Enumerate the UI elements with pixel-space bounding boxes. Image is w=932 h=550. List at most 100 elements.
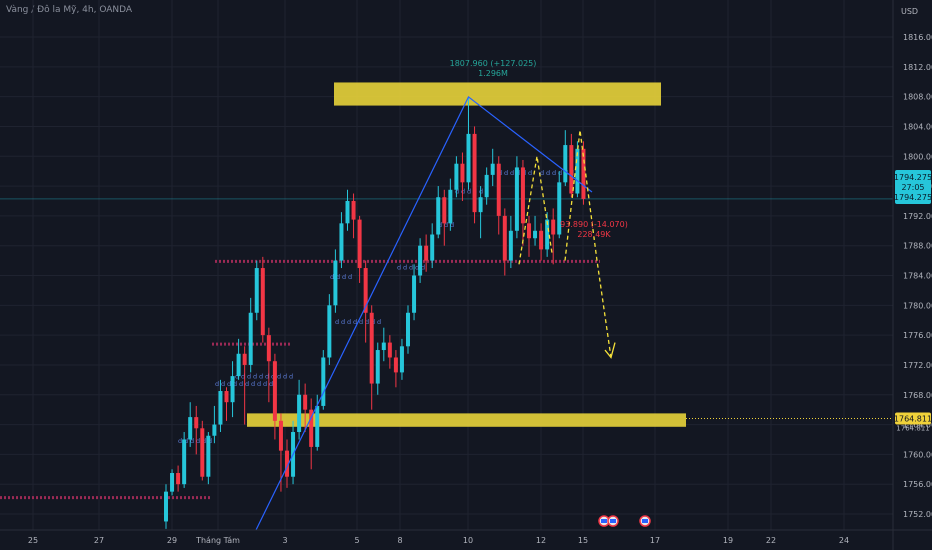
support-zone (247, 413, 686, 427)
resistance-zone (334, 82, 661, 106)
candle-body (278, 420, 283, 451)
candle-body (170, 473, 175, 492)
d-marker: d (259, 372, 263, 380)
d-marker: d (365, 318, 369, 326)
time-tick-label: 5 (354, 536, 359, 545)
d-marker: d (247, 372, 251, 380)
time-tick-label: 8 (397, 536, 402, 545)
time-tick-label: 10 (463, 536, 473, 545)
trendline (255, 95, 593, 531)
peak-volume-label: 1.296M (478, 69, 508, 78)
time-tick-label: 25 (28, 536, 38, 545)
annotations: 1807.960 (+127.025)1.296M 93.890 (-14.070… (450, 59, 651, 527)
candle-body (454, 163, 459, 190)
time-tick-label: 17 (650, 536, 660, 545)
candle-body (430, 234, 435, 261)
projection-line (518, 156, 553, 265)
d-marker: d (335, 318, 339, 326)
candle-body (200, 428, 205, 477)
candle-body (418, 245, 423, 276)
d-marker: d (421, 264, 425, 272)
price-tick-label: 1812.000 (903, 63, 932, 72)
d-marker: d (552, 169, 556, 177)
d-marker: d (330, 273, 334, 281)
candle-body (176, 473, 181, 485)
candle-body (406, 312, 410, 347)
d-marker: d (289, 372, 293, 380)
d-marker: d (403, 264, 407, 272)
d-marker: d (444, 221, 448, 229)
d-marker: d (233, 380, 237, 388)
candle-body (448, 189, 453, 224)
candle-body (315, 405, 320, 447)
d-marker: d (347, 318, 351, 326)
candle-body (212, 424, 217, 436)
d-marker: d (263, 380, 267, 388)
candle-body (490, 163, 495, 175)
candle-body (224, 391, 229, 403)
candle-body (297, 394, 302, 433)
candle-body (478, 197, 483, 213)
projection-line (564, 130, 612, 358)
d-marker: d (377, 318, 381, 326)
d-marker: d (359, 318, 363, 326)
candle-body (436, 197, 441, 235)
candle-body (442, 197, 447, 224)
candle-body (333, 260, 338, 306)
d-marker: d (504, 169, 508, 177)
event-flag-icon-inner (601, 519, 607, 523)
candle-body (412, 275, 417, 313)
candle-body (363, 268, 368, 313)
candle-body (496, 163, 501, 216)
peak-value-label: 1807.960 (+127.025) (450, 59, 537, 68)
d-marker: d (239, 380, 243, 388)
candle-body (502, 215, 507, 261)
d-marker: d (409, 264, 413, 272)
candle-body (545, 219, 550, 250)
price-tick-label: 1776.000 (903, 331, 932, 340)
candle-body (472, 133, 477, 213)
d-marker: d (221, 380, 225, 388)
zones (247, 82, 686, 427)
d-marker: d (558, 169, 562, 177)
d-marker: d (253, 372, 257, 380)
price-tick-label: 1772.000 (903, 361, 932, 370)
d-marker: d (283, 372, 287, 380)
grid (0, 0, 893, 530)
candle-body (575, 148, 580, 194)
candle-body (508, 230, 513, 261)
d-marker: d (510, 169, 514, 177)
candle-body (520, 167, 525, 224)
d-marker: d (341, 318, 345, 326)
time-tick-label: 15 (578, 536, 588, 545)
d-marker: d (348, 273, 352, 281)
candle-body (303, 394, 308, 410)
current-price-label: 1794.275 (894, 173, 932, 182)
d-marker: d (245, 380, 249, 388)
time-tick-label: 24 (839, 536, 849, 545)
projection-arrowhead (604, 342, 616, 359)
d-marker: d (397, 264, 401, 272)
price-tick-label: 1792.000 (903, 212, 932, 221)
candle-body (533, 230, 538, 239)
d-marker: d (269, 380, 273, 388)
d-marker: d (336, 273, 340, 281)
candle-body (466, 133, 471, 183)
time-tick-label: 22 (766, 536, 776, 545)
candle-body (551, 219, 556, 235)
time-tick-label: 12 (536, 536, 546, 545)
time-tick-label: 27 (94, 536, 104, 545)
candle-body (393, 357, 398, 373)
d-marker: d (467, 188, 471, 196)
candle-body (369, 312, 374, 384)
candle-body (569, 145, 574, 194)
candle-body (581, 148, 586, 199)
chart-title: Vàng / Đô la Mỹ, 4h, OANDA (6, 5, 133, 15)
candle-body (230, 376, 235, 403)
candle-body (194, 417, 199, 429)
d-marker: d (178, 437, 182, 445)
price-tick-label: 1816.000 (903, 33, 932, 42)
candle-body (345, 200, 350, 224)
candle-body (327, 305, 332, 358)
